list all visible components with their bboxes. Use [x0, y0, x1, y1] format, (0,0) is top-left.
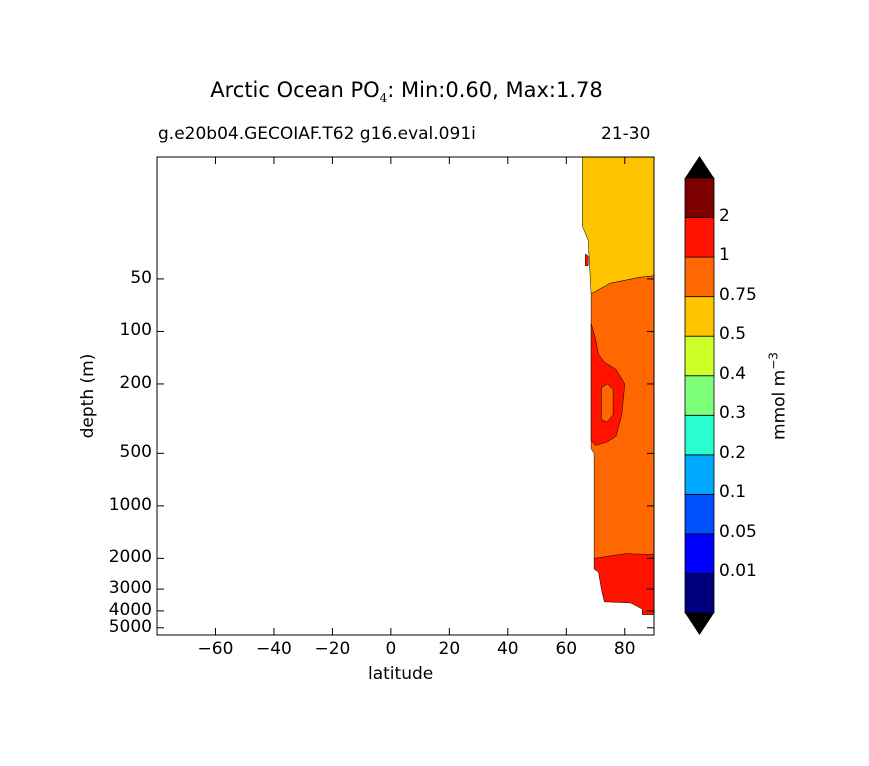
colorbar-swatch — [684, 454, 715, 495]
colorbar-swatch — [684, 493, 715, 535]
colorbar-tick-label: 2 — [719, 205, 730, 226]
axis-ticks — [157, 157, 654, 635]
title-rest: : Min:0.60, Max:1.78 — [387, 78, 603, 102]
colorbar-tick-label: 0.3 — [719, 403, 747, 424]
x-tick-label: −20 — [314, 639, 351, 659]
plot-frame — [156, 156, 655, 636]
x-tick-label: −40 — [255, 639, 292, 659]
title-main: Arctic Ocean PO — [210, 78, 380, 102]
y-tick-label: 3000 — [108, 578, 152, 599]
y-tick-label: 500 — [119, 442, 152, 463]
x-tick-label: 60 — [555, 639, 578, 659]
subtitle-right: 21-30 — [601, 124, 651, 144]
colorbar-tick-label: 1 — [719, 245, 730, 266]
y-tick-label: 2000 — [108, 547, 152, 568]
colorbar — [684, 156, 715, 635]
y-axis-label: depth (m) — [78, 353, 98, 439]
y-tick-label: 50 — [130, 267, 152, 288]
colorbar-tick-label: 0.2 — [719, 442, 747, 463]
y-tick-label: 4000 — [108, 599, 152, 620]
colorbar-tick-label: 0.5 — [719, 324, 747, 345]
colorbar-tick-label: 0.01 — [719, 561, 757, 582]
y-tick-label: 100 — [119, 320, 152, 341]
x-tick-label: 80 — [613, 639, 636, 659]
colorbar-swatch — [684, 335, 715, 377]
colorbar-swatch — [684, 177, 715, 218]
colorbar-tick-label: 0.75 — [719, 284, 757, 305]
y-tick-label: 5000 — [108, 616, 152, 637]
colorbar-swatch — [684, 375, 715, 416]
x-tick-label: 40 — [496, 639, 519, 659]
colorbar-label-exponent: −3 — [766, 352, 781, 370]
contour-region-4 — [601, 383, 614, 423]
contour-region-2 — [593, 553, 654, 615]
colorbar-tick-label: 0.05 — [719, 521, 757, 542]
x-axis-label: latitude — [368, 664, 434, 684]
y-tick-label: 1000 — [108, 494, 152, 515]
x-tick-label: 0 — [385, 639, 397, 659]
colorbar-swatch — [684, 533, 715, 574]
title-subscript: 4 — [379, 91, 388, 106]
colorbar-label-text: mmol m — [769, 369, 790, 440]
contour-region-1 — [590, 275, 654, 559]
x-tick-label: −60 — [197, 639, 234, 659]
colorbar-label: mmol m−3 — [767, 352, 790, 440]
colorbar-swatch — [684, 296, 715, 337]
subtitle-left: g.e20b04.GECOIAF.T62 g16.eval.091i — [158, 124, 476, 144]
colorbar-extend-max — [685, 156, 714, 178]
colorbar-tick-label: 0.4 — [719, 363, 747, 384]
contour-region-5 — [585, 253, 589, 266]
contour-regions — [582, 157, 654, 615]
colorbar-swatch — [684, 573, 715, 614]
colorbar-swatch — [684, 414, 715, 456]
colorbar-tick-label: 0.1 — [719, 482, 747, 503]
contour-region-0 — [582, 157, 654, 295]
colorbar-swatch — [684, 217, 715, 258]
colorbar-extend-min — [685, 613, 714, 635]
x-tick-label: 20 — [438, 639, 461, 659]
y-tick-label: 200 — [119, 372, 152, 393]
colorbar-swatch — [684, 256, 715, 298]
chart-title: Arctic Ocean PO4: Min:0.60, Max:1.78 — [0, 78, 813, 105]
